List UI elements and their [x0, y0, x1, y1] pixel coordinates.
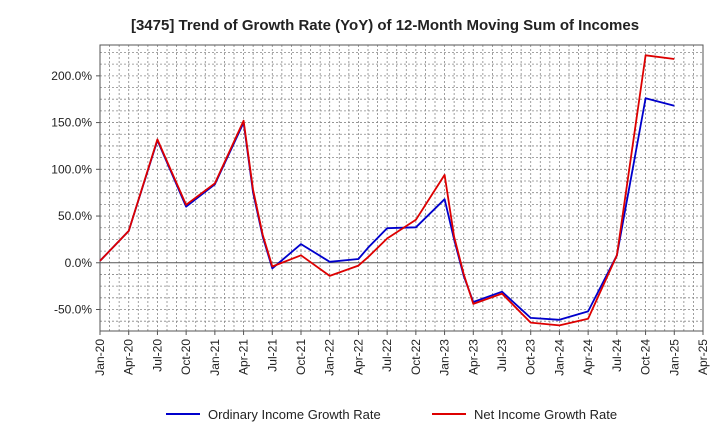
x-tick-label: Jan-23	[438, 339, 452, 376]
x-tick-label: Oct-22	[409, 339, 423, 375]
legend-label-ordinary-income: Ordinary Income Growth Rate	[208, 407, 381, 422]
plot-frame	[99, 44, 704, 332]
x-tick-label: Oct-24	[639, 339, 653, 375]
x-tick-label: Jan-25	[667, 339, 681, 376]
y-tick-label: -50.0%	[54, 303, 92, 317]
y-tick-label: 100.0%	[51, 162, 92, 176]
x-tick-label: Oct-20	[179, 339, 193, 375]
x-tick-label: Jan-22	[323, 339, 337, 376]
chart-title: [3475] Trend of Growth Rate (YoY) of 12-…	[131, 17, 639, 34]
x-tick-label: Jul-21	[265, 339, 279, 372]
x-tick-label: Apr-22	[351, 339, 365, 375]
x-axis-ticks: Jan-20 Apr-20 Jul-20 Oct-20 Jan-21 Apr-21 Jul-…	[93, 331, 710, 376]
x-tick-label: Oct-23	[524, 339, 538, 375]
x-tick-label: Jul-24	[610, 339, 624, 372]
y-axis-ticks: -50.0% 0.0% 50.0% 100.0% 150.0% 200.0%	[51, 69, 100, 317]
y-tick-label: 150.0%	[51, 116, 92, 130]
x-tick-label: Apr-24	[581, 339, 595, 375]
series-line-net-income	[99, 54, 675, 327]
x-tick-label: Jan-21	[208, 339, 222, 376]
y-tick-label: 200.0%	[51, 69, 92, 83]
x-tick-label: Apr-21	[237, 339, 251, 375]
gridlines	[100, 45, 703, 331]
x-tick-label: Apr-20	[122, 339, 136, 375]
x-tick-label: Jan-20	[93, 339, 107, 376]
x-tick-label: Apr-23	[466, 339, 480, 375]
series-lines	[99, 54, 675, 327]
y-tick-label: 50.0%	[58, 209, 92, 223]
x-tick-label: Jul-22	[380, 339, 394, 372]
legend-label-net-income: Net Income Growth Rate	[474, 407, 617, 422]
x-tick-label: Jul-23	[495, 339, 509, 372]
legend: Ordinary Income Growth Rate Net Income G…	[166, 407, 617, 422]
x-tick-label: Oct-21	[294, 339, 308, 375]
y-tick-label: 0.0%	[65, 256, 93, 270]
x-tick-label: Jul-20	[150, 339, 164, 372]
x-tick-label: Apr-25	[696, 339, 710, 375]
x-tick-label: Jan-24	[552, 339, 566, 376]
